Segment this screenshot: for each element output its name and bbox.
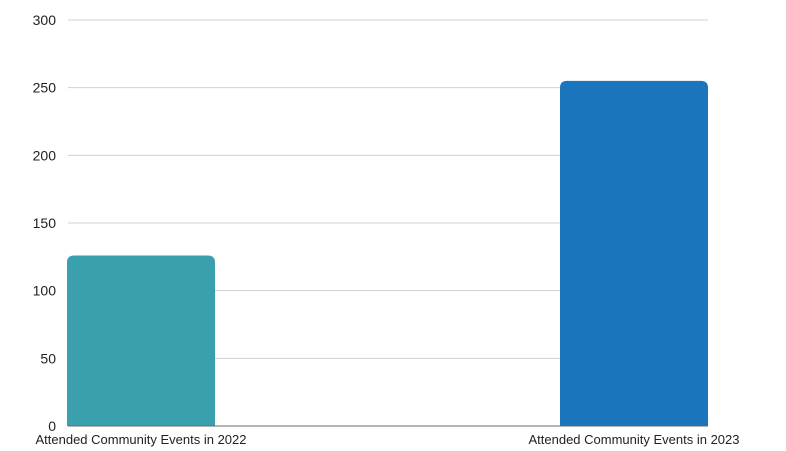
y-tick-label: 250: [33, 80, 57, 96]
y-tick-label: 0: [48, 418, 56, 434]
y-tick-label: 100: [33, 283, 57, 299]
bar-1: [67, 255, 215, 426]
y-tick-label: 200: [33, 147, 57, 163]
x-axis: Attended Community Events in 2022 Attende…: [35, 432, 739, 447]
x-category-label: Attended Community Events in 2022: [35, 432, 246, 447]
x-category-label: Attended Community Events in 2023: [528, 432, 739, 447]
y-tick-label: 300: [33, 12, 57, 28]
y-tick-label: 50: [40, 350, 56, 366]
y-tick-label: 150: [33, 215, 57, 231]
bars-layer: [67, 80, 708, 427]
bar-2: [560, 80, 708, 427]
y-axis: 0 50 100 150 200 250 300: [33, 12, 57, 434]
